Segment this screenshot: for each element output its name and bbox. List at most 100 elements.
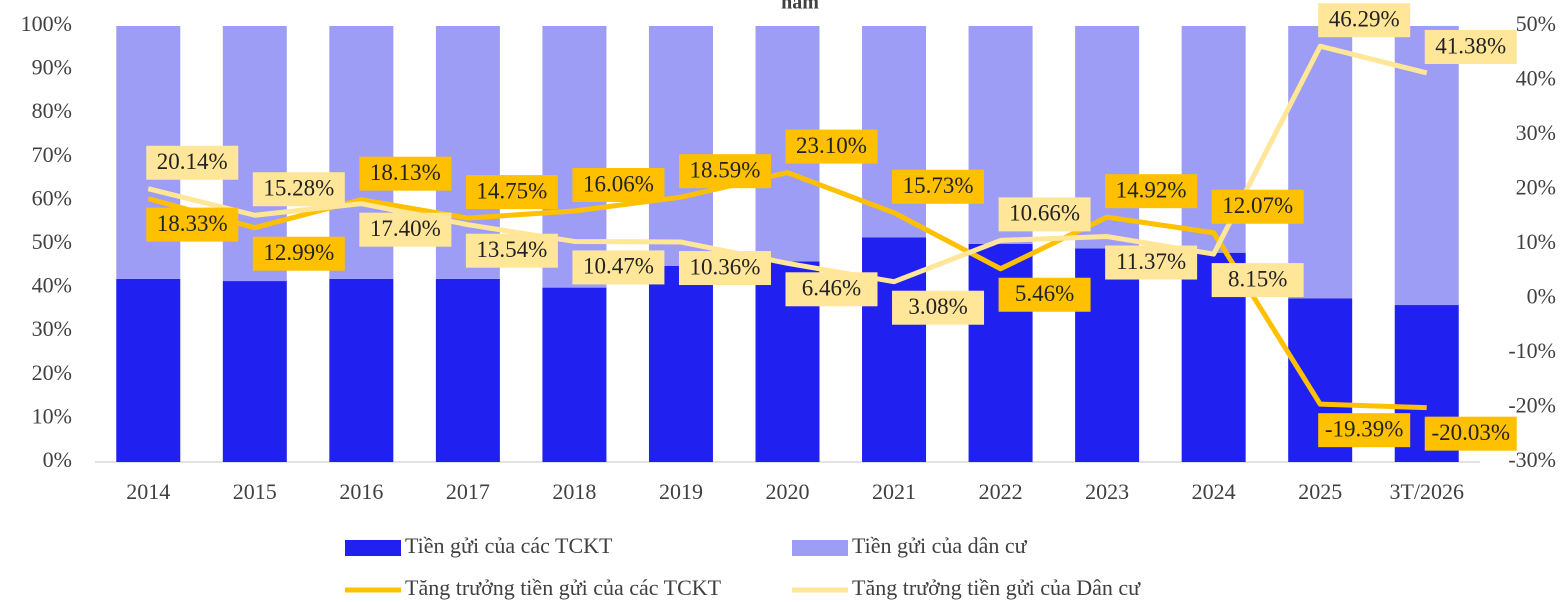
bar (1288, 26, 1353, 299)
data-label-text: 15.73% (903, 173, 974, 198)
data-label: 10.36% (678, 251, 771, 286)
bar (648, 265, 713, 462)
data-label-text: -20.03% (1431, 420, 1510, 445)
data-label-text: 23.10% (796, 133, 867, 158)
data-label-text: 12.99% (263, 240, 334, 265)
line (147, 43, 1428, 285)
bar (329, 278, 394, 462)
y-tick-label: 70% (32, 142, 72, 167)
x-tick-label: 2023 (1085, 479, 1129, 504)
y2-tick-label: -10% (1508, 338, 1556, 363)
label-box (998, 197, 1091, 232)
y-tick-label: 80% (32, 98, 72, 123)
legend-label: Tiền gửi của các TCKT (405, 533, 613, 558)
y2-tick-label: 20% (1516, 175, 1556, 200)
label-box (998, 277, 1091, 312)
data-label-text: 3.08% (908, 294, 967, 319)
y2-tick-label: 40% (1516, 66, 1556, 91)
data-label: 13.54% (465, 233, 558, 268)
y-tick-label: 50% (32, 229, 72, 254)
data-label: 16.06% (572, 167, 665, 202)
data-label: 8.15% (1211, 263, 1304, 298)
data-label: 41.38% (1424, 29, 1517, 64)
data-label: 10.66% (998, 197, 1091, 232)
data-label: 18.13% (359, 156, 452, 191)
y-tick-label: 10% (32, 403, 72, 428)
chart-title: năm (781, 0, 819, 14)
data-label-text: 12.07% (1222, 193, 1293, 218)
legend-label: Tăng trưởng tiền gửi của Dân cư (852, 575, 1141, 600)
x-tick-label: 2021 (872, 479, 916, 504)
bar (542, 287, 607, 462)
legend-swatch (792, 540, 848, 556)
data-label: 11.37% (1105, 245, 1198, 280)
y2-tick-label: -20% (1508, 393, 1556, 418)
bar (435, 278, 500, 462)
label-box (1318, 3, 1411, 38)
data-label-text: 5.46% (1015, 281, 1074, 306)
y2-tick-label: 50% (1516, 11, 1556, 36)
data-label: 23.10% (785, 129, 878, 164)
label-box (1211, 189, 1304, 224)
label-box (359, 212, 452, 247)
y-tick-label: 30% (32, 316, 72, 341)
y-tick-label: 0% (43, 447, 72, 472)
data-label-text: 41.38% (1435, 33, 1506, 58)
data-label: 14.75% (465, 175, 558, 210)
data-label: -20.03% (1424, 416, 1517, 451)
data-label-text: 6.46% (802, 276, 861, 301)
label-box (1424, 29, 1517, 64)
data-label-text: 18.33% (157, 211, 228, 236)
label-box (146, 145, 239, 180)
data-label-text: 13.54% (476, 237, 547, 262)
data-label-text: 17.40% (370, 216, 441, 241)
label-box (785, 129, 878, 164)
data-label-text: 15.28% (263, 176, 334, 201)
label-box (1105, 174, 1198, 209)
y-tick-label: 20% (32, 360, 72, 385)
label-box (1424, 416, 1517, 451)
data-label: 3.08% (892, 290, 985, 325)
x-tick-label: 2025 (1298, 479, 1342, 504)
data-label-text: 46.29% (1329, 7, 1400, 32)
data-label-text: 18.59% (690, 157, 761, 182)
y2-tick-label: 0% (1527, 284, 1556, 309)
y2-tick-label: 30% (1516, 120, 1556, 145)
legend-label: Tiền gửi của dân cư (852, 533, 1028, 558)
x-tick-label: 2015 (233, 479, 277, 504)
x-tick-label: 2016 (339, 479, 383, 504)
data-label-text: 8.15% (1228, 266, 1287, 291)
label-box (252, 236, 345, 271)
data-label-text: 10.47% (583, 254, 654, 279)
data-label: 14.92% (1105, 174, 1198, 209)
label-box (892, 290, 985, 325)
x-tick-label: 2018 (552, 479, 596, 504)
data-label: 15.28% (252, 172, 345, 207)
x-tick-label: 2017 (446, 479, 490, 504)
data-label-text: 16.06% (583, 171, 654, 196)
label-box (252, 172, 345, 207)
x-tick-label: 2024 (1192, 479, 1236, 504)
data-label: 12.07% (1211, 189, 1304, 224)
data-label: 46.29% (1318, 3, 1411, 38)
data-label: 17.40% (359, 212, 452, 247)
y-tick-label: 90% (32, 55, 72, 80)
label-box (465, 233, 558, 268)
data-label: 15.73% (892, 169, 985, 204)
data-label-text: 18.13% (370, 160, 441, 185)
label-box (1211, 263, 1304, 298)
y2-tick-label: 10% (1516, 229, 1556, 254)
data-label: 20.14% (146, 145, 239, 180)
data-label-text: 20.14% (157, 149, 228, 174)
bar (116, 278, 181, 462)
data-label: 10.47% (572, 250, 665, 285)
data-label: 18.59% (678, 154, 771, 189)
bar (648, 26, 713, 266)
label-box (892, 169, 985, 204)
y2-tick-label: -30% (1508, 447, 1556, 472)
data-label-text: 11.37% (1116, 249, 1186, 274)
data-label-text: 14.75% (476, 178, 547, 203)
label-box (678, 251, 771, 286)
x-tick-label: 2014 (126, 479, 170, 504)
x-tick-label: 2022 (979, 479, 1023, 504)
